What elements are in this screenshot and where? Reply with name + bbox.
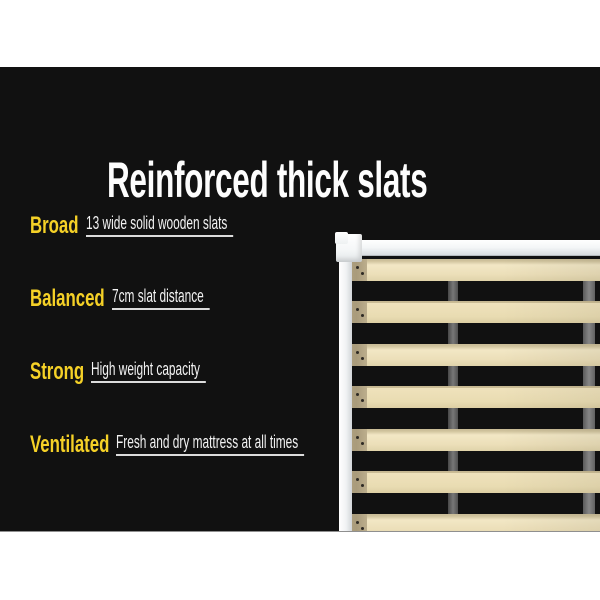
feature-list: Broad 13 wide solid wooden slats Balance… [30,214,305,457]
feature-description: High weight capacity [91,360,207,383]
feature-description: 7cm slat distance [111,287,210,310]
feature-row-broad: Broad 13 wide solid wooden slats [30,214,305,238]
bed-frame-top-rail [355,240,600,256]
headline: Reinforced thick slats [107,152,428,208]
wooden-slat [352,344,600,366]
feature-description: Fresh and dry mattress at all times [116,433,305,456]
wooden-slat [352,301,600,323]
feature-label: Broad [30,212,79,239]
feature-row-balanced: Balanced 7cm slat distance [30,287,305,311]
feature-label: Balanced [30,285,105,312]
feature-row-ventilated: Ventilated Fresh and dry mattress at all… [30,433,305,457]
wooden-slat [352,259,600,281]
wooden-slat [352,471,600,493]
black-banner: Reinforced thick slats Broad 13 wide sol… [0,67,600,532]
bed-frame-side-rail [339,260,352,531]
wooden-slat [352,514,600,531]
wooden-slat [352,429,600,451]
feature-label: Strong [30,358,85,385]
bed-frame-corner-cap [335,232,348,244]
feature-description: 13 wide solid wooden slats [85,214,233,237]
feature-row-strong: Strong High weight capacity [30,360,305,384]
feature-label: Ventilated [30,431,110,458]
wooden-slat [352,386,600,408]
slat-area [352,259,600,531]
bed-frame-photo [330,232,600,531]
